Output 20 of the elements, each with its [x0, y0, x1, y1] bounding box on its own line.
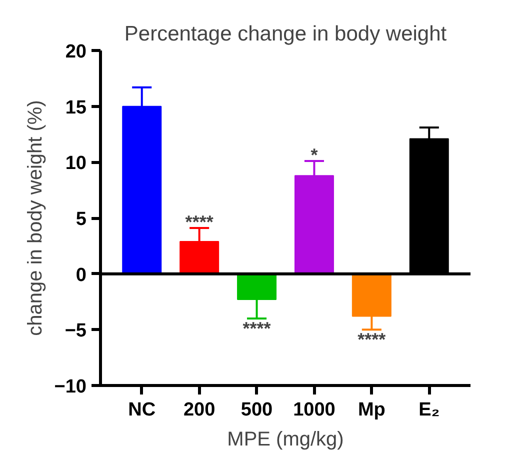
- y-tick-label: −10: [54, 376, 87, 398]
- x-tick-label: NC: [128, 400, 156, 420]
- y-tick-label: 0: [76, 264, 87, 286]
- y-tick-label: −5: [64, 320, 87, 342]
- y-tick-label: 10: [65, 153, 87, 174]
- y-tick-label: 15: [65, 97, 87, 118]
- annotation: *: [310, 145, 318, 166]
- annotation: ****: [185, 212, 214, 232]
- x-axis-title: MPE (mg/kg): [227, 428, 344, 450]
- chart-title: Percentage change in body weight: [124, 22, 447, 46]
- x-tick-label: 1000: [293, 400, 336, 420]
- annotation: ****: [358, 330, 386, 350]
- x-tick-label: E₂: [418, 400, 440, 420]
- x-tick-label: 500: [240, 400, 273, 420]
- y-axis-title: change in body weight (%): [24, 100, 46, 336]
- x-tick-label: Mp: [358, 400, 386, 420]
- x-tick-label: 200: [183, 400, 216, 420]
- y-tick-label: 20: [65, 42, 87, 62]
- annotation: ****: [242, 318, 271, 338]
- y-tick-label: 5: [76, 209, 87, 230]
